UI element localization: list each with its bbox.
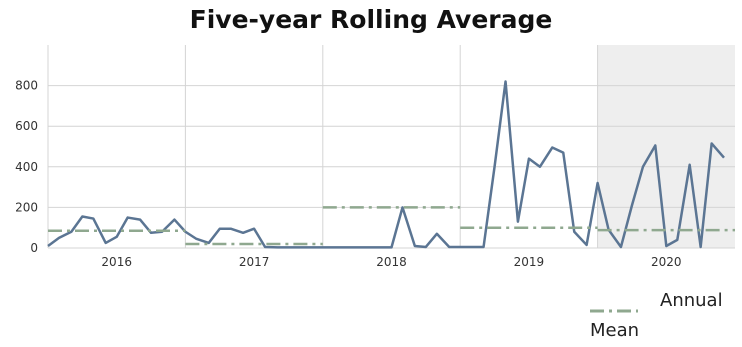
- x-tick-label: 2019: [514, 255, 545, 269]
- chart-title: Five-year Rolling Average: [190, 5, 553, 34]
- legend-swatch: [590, 296, 638, 313]
- y-tick-label: 400: [15, 160, 38, 174]
- legend: Annual Mean: [590, 286, 738, 346]
- x-tick-label: 2018: [376, 255, 407, 269]
- legend-swatch-line: [590, 309, 638, 313]
- y-tick-label: 600: [15, 119, 38, 133]
- x-tick-label: 2016: [101, 255, 132, 269]
- x-tick-label: 2017: [239, 255, 270, 269]
- y-tick-label: 800: [15, 79, 38, 93]
- y-tick-label: 200: [15, 200, 38, 214]
- legend-label: Annual Mean: [590, 290, 723, 341]
- y-tick-label: 0: [30, 241, 38, 255]
- x-tick-label: 2020: [651, 255, 682, 269]
